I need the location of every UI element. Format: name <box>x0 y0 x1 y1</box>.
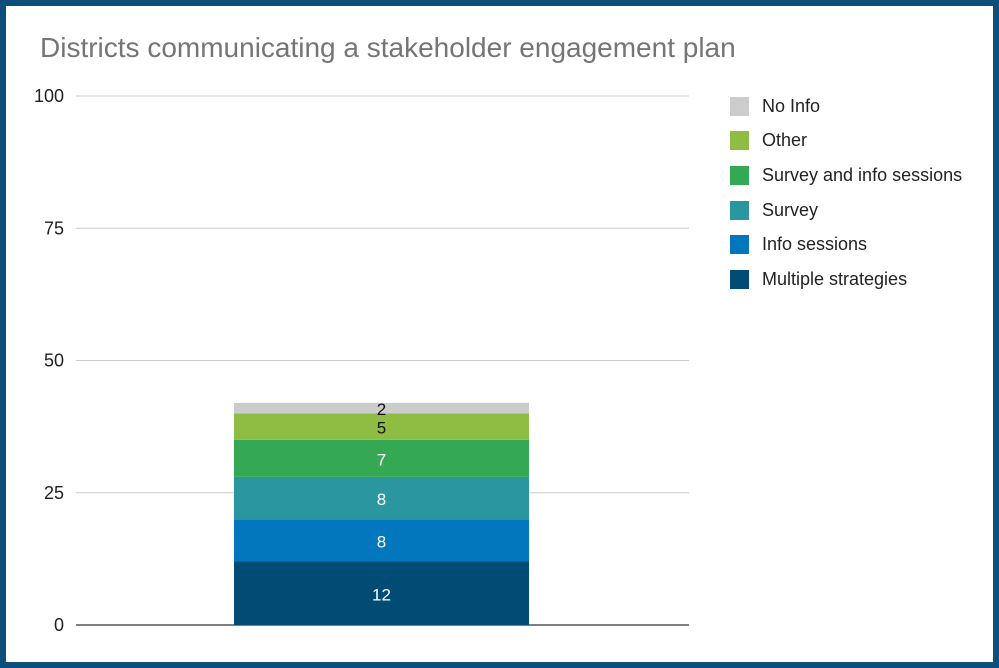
bar-segment <box>234 402 529 414</box>
legend-label: Survey <box>762 199 819 220</box>
legend-item: Other <box>730 124 962 159</box>
bar-segment <box>234 439 529 477</box>
bar-segment <box>234 519 529 562</box>
y-tick-label: 100 <box>34 86 64 106</box>
y-tick-label: 50 <box>44 351 64 371</box>
legend-swatch <box>730 269 749 289</box>
legend-swatch <box>730 96 749 116</box>
legend-label: Multiple strategies <box>762 268 908 289</box>
legend-swatch <box>730 131 749 151</box>
chart-title: Districts communicating a stakeholder en… <box>40 32 736 63</box>
legend-swatch <box>730 165 749 185</box>
data-label: 8 <box>377 490 386 509</box>
data-label: 5 <box>377 419 386 438</box>
legend-label: No Info <box>762 95 821 116</box>
legend-swatch <box>730 200 749 220</box>
legend-item: Info sessions <box>730 227 962 262</box>
legend-item: No Info <box>730 89 962 124</box>
data-label: 12 <box>372 585 391 604</box>
legend-label: Survey and info sessions <box>762 164 963 185</box>
bar-segment <box>234 413 529 440</box>
legend-item: Multiple strategies <box>730 262 962 297</box>
legend-label: Other <box>762 130 808 151</box>
y-tick-label: 25 <box>44 483 64 503</box>
data-label: 7 <box>377 450 386 469</box>
bar-segment <box>234 561 529 625</box>
y-tick-label: 0 <box>54 615 64 635</box>
chart-legend: No Info Other Survey and info sessions Surv… <box>730 89 962 297</box>
data-label: 8 <box>377 532 386 551</box>
legend-item: Survey <box>730 193 962 228</box>
legend-label: Info sessions <box>762 234 868 255</box>
bar-segment <box>234 476 529 520</box>
y-tick-label: 75 <box>44 218 64 238</box>
legend-swatch <box>730 235 749 255</box>
legend-item: Survey and info sessions <box>730 158 962 193</box>
data-label: 2 <box>377 400 386 419</box>
